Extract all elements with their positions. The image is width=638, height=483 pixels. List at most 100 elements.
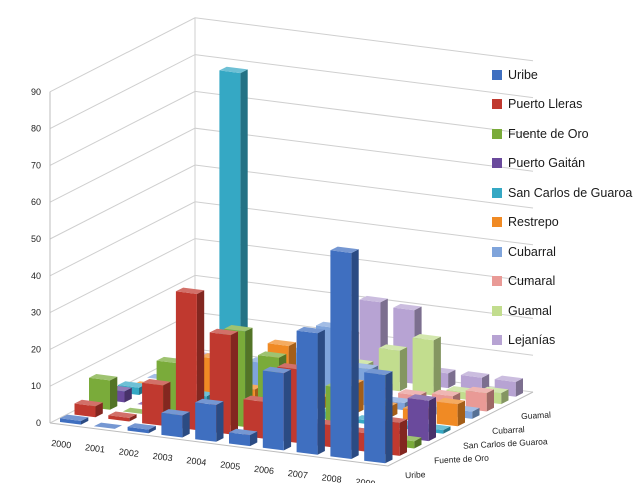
bar-front-face: [108, 415, 130, 422]
bar: [364, 368, 393, 464]
legend-swatch: [492, 217, 502, 228]
bar-top-face: [465, 386, 494, 394]
legend-label: Puerto Gaitán: [508, 156, 586, 171]
depth-label: Cubarral: [492, 424, 525, 436]
bar-front-face: [262, 370, 284, 451]
y-tick-label: 80: [31, 124, 41, 134]
x-tick-label: 2007: [287, 468, 308, 480]
bar-top-face: [175, 287, 205, 294]
bar-top-face: [224, 325, 253, 332]
bar: [60, 414, 89, 425]
bar: [465, 386, 494, 412]
bar-top-face: [262, 366, 292, 374]
y-tick-label: 90: [31, 87, 41, 97]
bar: [209, 328, 238, 435]
x-tick-label: 2006: [254, 464, 275, 476]
gridline: [49, 201, 534, 277]
depth-label: Uribe: [405, 469, 426, 480]
bar-top-face: [89, 374, 118, 381]
y-tick-label: 20: [31, 344, 41, 354]
bar-top-face: [436, 397, 465, 405]
legend-label: Cumaral: [508, 274, 556, 289]
bar-front-face: [60, 418, 81, 425]
bar-side-face: [95, 402, 103, 418]
bar-front-face: [364, 372, 386, 464]
bar: [412, 334, 441, 396]
legend-item: Lejanías: [492, 326, 638, 356]
bar-top-face: [142, 379, 171, 386]
bar-top-face: [161, 409, 190, 416]
bar-top-face: [398, 389, 427, 396]
bar-top-face: [431, 389, 461, 397]
bar-side-face: [515, 378, 523, 397]
depth-label: Fuente de Oro: [434, 453, 490, 466]
bar-top-face: [195, 398, 224, 405]
legend-label: Cubarral: [508, 244, 556, 259]
bar-side-face: [472, 407, 480, 419]
bar-side-face: [129, 414, 137, 422]
bar-top-face: [258, 351, 287, 358]
gridline: [49, 238, 534, 314]
legend-label: San Carlos de Guaroa: [508, 185, 633, 200]
bar-front-face: [127, 426, 149, 434]
bar-top-face: [74, 399, 103, 407]
bar-top-face: [330, 246, 359, 253]
x-tick-label: 2004: [186, 455, 207, 467]
y-tick-label: 0: [36, 418, 41, 428]
bar-front-face: [219, 70, 241, 408]
bar-top-face: [108, 411, 137, 418]
y-tick-label: 30: [31, 308, 41, 318]
bar-front-face: [436, 401, 458, 427]
bar: [330, 246, 359, 459]
legend-swatch: [492, 128, 502, 139]
bar-side-face: [385, 371, 393, 464]
bar-side-face: [182, 411, 190, 438]
bar-side-face: [351, 249, 359, 459]
bar-front-face: [407, 398, 429, 442]
y-tick-label: 70: [31, 160, 41, 170]
bar-side-face: [250, 431, 258, 447]
x-tick-label: 2000: [51, 438, 72, 450]
bar: [127, 423, 156, 434]
bar-front-face: [74, 403, 96, 418]
bar-side-face: [124, 387, 132, 403]
legend-swatch: [492, 99, 502, 110]
legend-item: Fuente de Oro: [492, 119, 638, 149]
depth-labels: Uribe Fuente de Oro San Carlos de GuaroaCu…: [405, 410, 551, 481]
bar-top-face: [127, 423, 156, 430]
bar: [262, 366, 292, 451]
legend-swatch: [492, 246, 502, 257]
bar-side-face: [443, 426, 451, 434]
bar-front-face: [330, 250, 352, 459]
bar: [229, 428, 258, 447]
bar-side-face: [457, 400, 465, 427]
legend-item: Cubarral: [492, 237, 638, 267]
x-tick-label: 2008: [321, 472, 342, 483]
bar-top-face: [407, 394, 436, 401]
y-tick-label: 60: [31, 197, 41, 207]
legend-swatch: [492, 158, 502, 169]
bar-top-face: [494, 375, 523, 382]
bar-front-face: [142, 382, 164, 426]
bar-side-face: [317, 329, 325, 455]
bar-front-face: [296, 330, 318, 455]
bar-side-face: [148, 425, 156, 434]
bar-top-face: [229, 428, 258, 436]
legend-swatch: [492, 335, 502, 346]
legend-item: Cumaral: [492, 267, 638, 297]
legend-label: Uribe: [508, 67, 538, 82]
bar: [296, 326, 325, 455]
bar-side-face: [196, 290, 205, 431]
bar-side-face: [81, 417, 89, 425]
bar-front-face: [243, 399, 265, 439]
bar-side-face: [428, 397, 436, 442]
bar-side-face: [501, 389, 509, 405]
x-tick-label: 2005: [220, 459, 241, 471]
bar-top-face: [460, 371, 490, 378]
bar: [93, 422, 123, 429]
bar: [494, 375, 523, 397]
bar: [195, 398, 224, 442]
bar-side-face: [240, 69, 248, 408]
bar-top-face: [480, 386, 509, 394]
legend-label: Lejanías: [508, 333, 556, 348]
